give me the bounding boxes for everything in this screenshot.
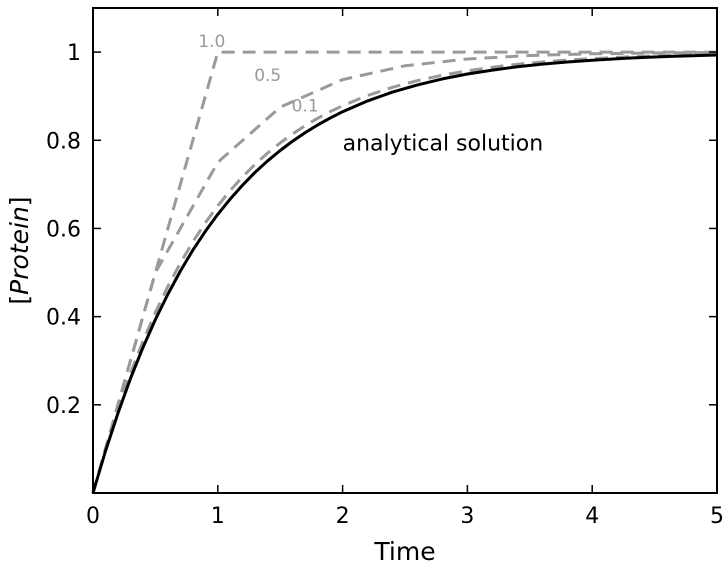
y-title-bracket: ] [5,196,34,206]
x-tick-label: 2 [336,504,350,529]
analytical-solution-label: analytical solution [343,131,544,156]
plot-area [91,50,718,494]
y-axis-title: [Protein] [5,196,34,304]
approximation-line-step-0-5 [91,51,718,494]
x-axis-title: Time [373,537,435,566]
y-title-text: Protein [5,206,34,295]
x-tick-label: 0 [86,504,100,529]
plot-frame [92,7,718,494]
series-label: 1.0 [198,32,225,52]
axis-ticks: 0 1 2 3 4 5 0.2 0.4 0.6 0.8 1 1.0 0.5 0.1 [46,8,724,529]
y-tick-label: 0.8 [46,129,81,154]
y-tick-label: 1 [67,41,81,66]
x-tick-label: 4 [585,504,599,529]
x-tick-label: 1 [211,504,225,529]
y-tick-label: 0.6 [46,217,81,242]
series-label: 0.5 [254,66,281,86]
approximation-line-step-1-0 [91,50,717,494]
y-tick-label: 0.2 [46,394,81,419]
y-title-bracket: [ [5,295,34,305]
y-tick-label: 0.4 [46,306,81,331]
analytical-solution-line [91,53,718,494]
series-label: 0.1 [292,97,319,117]
x-tick-label: 5 [710,504,724,529]
approximation-line-step-0-1 [91,52,718,494]
x-tick-label: 3 [460,504,474,529]
